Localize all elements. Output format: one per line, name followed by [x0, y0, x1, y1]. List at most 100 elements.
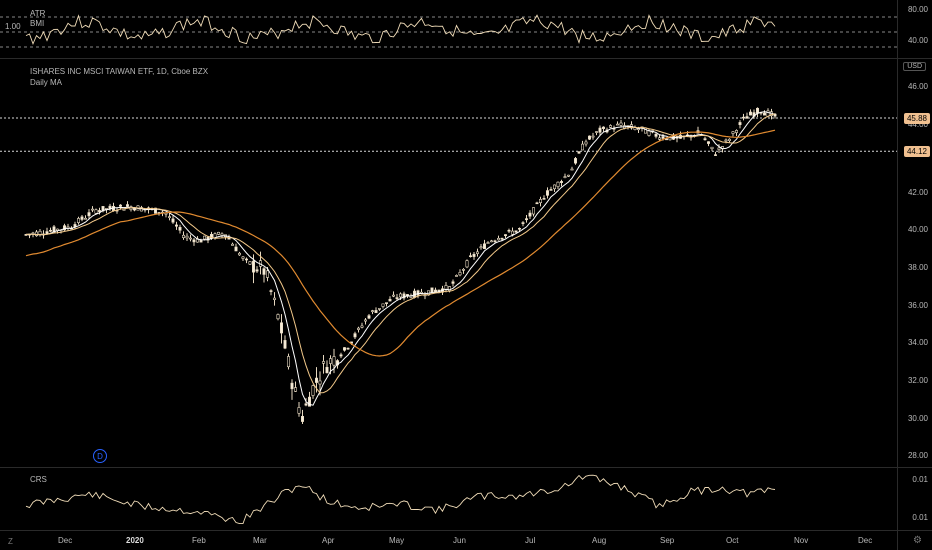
- candle-body: [206, 236, 210, 241]
- candle-body: [556, 181, 560, 187]
- candle-body: [535, 202, 539, 205]
- candle-body: [311, 385, 315, 396]
- candle-body: [472, 253, 476, 257]
- candle-body: [192, 239, 196, 243]
- candle-body: [479, 246, 483, 249]
- x-tick-label: Feb: [192, 536, 206, 545]
- x-tick-label: Dec: [58, 536, 73, 545]
- pane-divider-bottom[interactable]: [0, 467, 932, 468]
- candle-body: [496, 238, 500, 241]
- candle-body: [175, 224, 179, 227]
- candle-body: [391, 294, 395, 297]
- atr-label: ATR: [30, 9, 46, 18]
- candle-body: [48, 229, 52, 232]
- y-axis-28: 28.00: [907, 451, 928, 460]
- atr-pane[interactable]: ATR BMI 1.00 80.00 40.00: [0, 0, 932, 58]
- candle-body: [657, 137, 661, 140]
- candle-body: [342, 347, 346, 351]
- candle-body: [451, 281, 455, 284]
- x-tick-label: Dec: [858, 536, 873, 545]
- currency-badge[interactable]: USD: [903, 62, 926, 71]
- crs-label: CRS: [30, 475, 47, 484]
- candle-body: [608, 125, 612, 128]
- candle-body: [122, 208, 126, 211]
- candle-body: [62, 225, 66, 231]
- crs-pane[interactable]: CRS: [0, 468, 932, 529]
- candle-body: [356, 327, 360, 330]
- time-axis[interactable]: Dec 2020 Feb Mar Apr May Jun Jul Aug Sep Oct Nov Dec: [0, 532, 932, 550]
- candle-body: [591, 135, 595, 138]
- chart-canvas[interactable]: [0, 0, 897, 530]
- x-tick-label: Oct: [726, 536, 739, 545]
- crs-line: [25, 474, 776, 525]
- candle-body: [328, 358, 332, 364]
- candle-body: [370, 310, 374, 312]
- candle-body: [252, 260, 256, 273]
- candle-body: [367, 315, 371, 319]
- candle-body: [552, 184, 556, 190]
- y-axis-42: 42.00: [907, 188, 928, 197]
- x-tick-label: Nov: [794, 536, 809, 545]
- candle-body: [493, 240, 497, 243]
- candle-body: [84, 217, 88, 220]
- crs-axis-bottom: 0.01: [912, 513, 928, 522]
- candle-body: [584, 141, 588, 145]
- candle-body: [300, 416, 304, 422]
- candle-body: [293, 387, 297, 392]
- x-tick-label: May: [389, 536, 405, 545]
- candle-body: [661, 136, 665, 139]
- candle-body: [482, 243, 486, 249]
- candle-body: [353, 333, 357, 338]
- price-axis-separator: [897, 0, 898, 550]
- candle-body: [154, 207, 158, 214]
- price-pane[interactable]: ISHARES INC MSCI TAIWAN ETF, 1D, Cboe BZ…: [0, 59, 932, 467]
- candle-body: [262, 268, 266, 275]
- candle-body: [507, 229, 511, 232]
- candle-body: [706, 141, 710, 144]
- candle-body: [461, 269, 465, 271]
- x-tick-label: Jun: [453, 536, 466, 545]
- candle-body: [517, 227, 521, 230]
- dividend-marker[interactable]: D: [93, 449, 107, 463]
- candle-body: [531, 207, 535, 215]
- ma-fast-line: [25, 111, 776, 406]
- candle-body: [710, 146, 714, 150]
- atr-axis-80: 80.00: [907, 5, 928, 14]
- x-tick-label: Jul: [525, 536, 536, 545]
- candle-body: [748, 111, 752, 116]
- candle-body: [332, 356, 336, 366]
- pane-divider-top[interactable]: [0, 58, 932, 59]
- y-axis-34: 34.00: [907, 338, 928, 347]
- candle-body: [573, 158, 577, 164]
- candle-body: [465, 260, 469, 268]
- gear-icon[interactable]: ⚙: [913, 535, 922, 546]
- candle-body: [98, 210, 102, 212]
- candle-body: [727, 138, 731, 142]
- candle-body: [182, 234, 186, 238]
- candle-body: [587, 135, 591, 140]
- candle-body: [731, 131, 735, 134]
- candle-body: [339, 354, 343, 357]
- y-axis-32: 32.00: [907, 376, 928, 385]
- candle-body: [290, 382, 294, 390]
- x-tick-label: Mar: [253, 536, 267, 545]
- candle-body: [374, 310, 378, 314]
- candle-body: [636, 128, 640, 131]
- candle-body: [654, 133, 658, 137]
- candle-body: [601, 126, 605, 129]
- candle-body: [286, 356, 290, 368]
- symbol-title: ISHARES INC MSCI TAIWAN ETF, 1D, Cboe BZ…: [30, 67, 209, 76]
- candle-body: [314, 377, 318, 383]
- candle-body: [762, 112, 766, 116]
- candle-body: [178, 227, 182, 231]
- candle-body: [227, 237, 231, 240]
- candle-body: [503, 234, 507, 237]
- y-axis-40: 40.00: [907, 225, 928, 234]
- time-axis-divider: [0, 530, 932, 531]
- candle-body: [318, 380, 322, 385]
- candle-body: [566, 174, 570, 177]
- candle-body: [171, 218, 175, 223]
- z-icon[interactable]: Z: [8, 537, 13, 546]
- y-axis-30: 30.00: [907, 414, 928, 423]
- atr-axis-40: 40.00: [907, 36, 928, 45]
